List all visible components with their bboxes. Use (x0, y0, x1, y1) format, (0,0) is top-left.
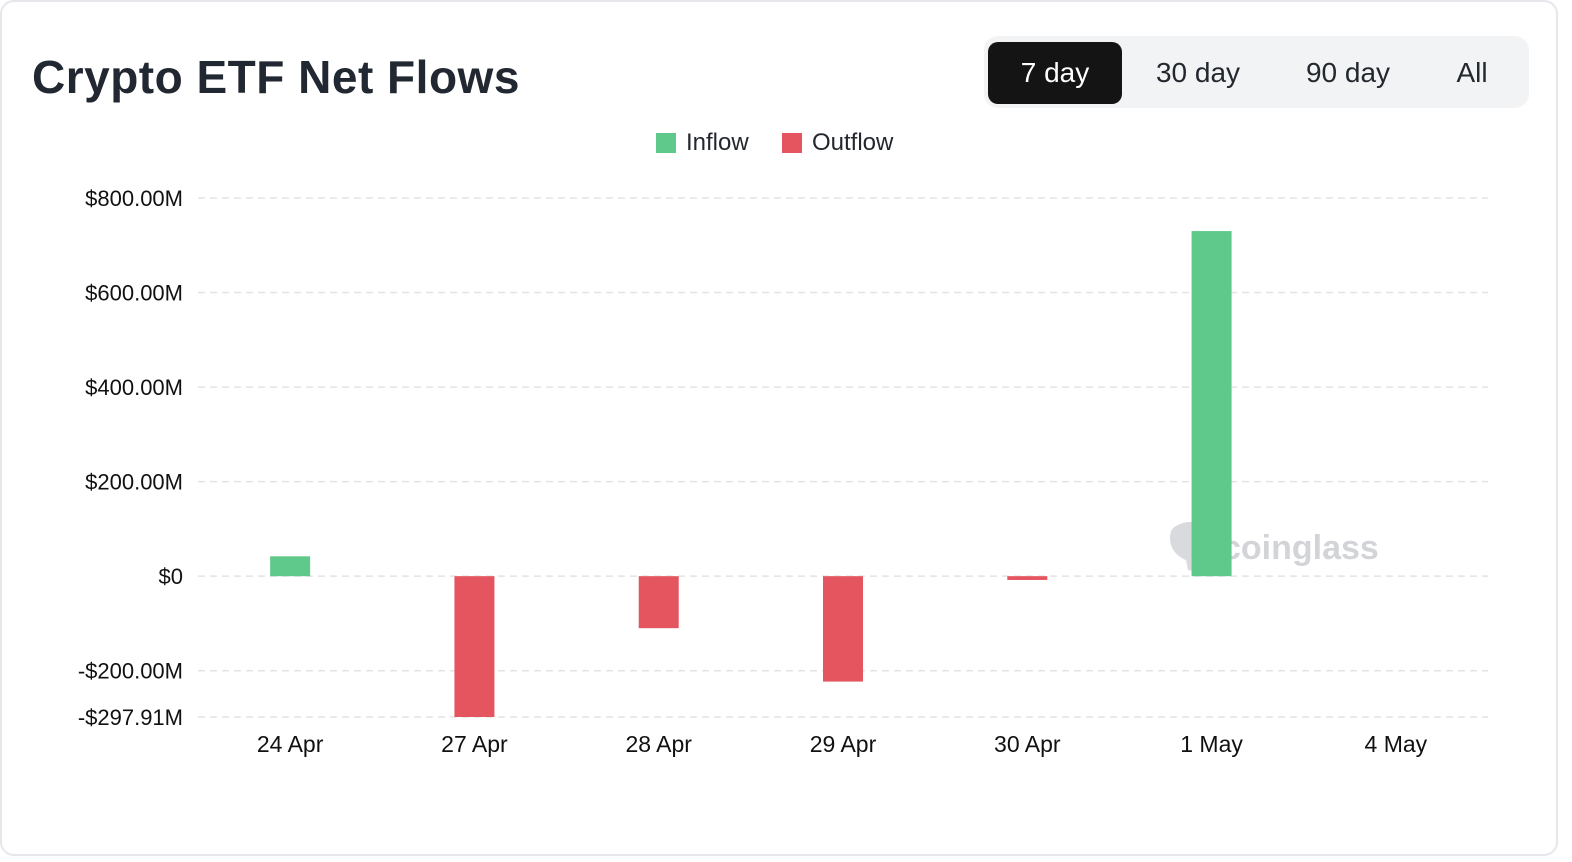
y-tick-label: -$297.91M (78, 705, 183, 730)
bar-28-apr[interactable] (638, 576, 679, 629)
y-tick-label: $200.00M (85, 470, 183, 495)
legend-item-inflow[interactable]: Inflow (656, 128, 749, 158)
inflow-swatch-icon (656, 133, 676, 153)
y-tick-label: $0 (159, 564, 183, 589)
x-tick-label: 28 Apr (625, 731, 692, 757)
x-axis: 24 Apr 27 Apr 28 Apr 29 Apr 30 Apr 1 May 4 May (257, 731, 1428, 757)
x-tick-label: 29 Apr (810, 731, 877, 757)
y-tick-label: $800.00M (85, 186, 183, 211)
bars (270, 231, 1232, 717)
outflow-swatch-icon (782, 133, 802, 153)
grid-lines (198, 197, 1488, 718)
page-title: Crypto ETF Net Flows (32, 51, 520, 103)
watermark-text: coinglass (1222, 529, 1379, 567)
tab-90-day[interactable]: 90 day (1305, 57, 1391, 88)
y-tick-label: $400.00M (85, 375, 183, 400)
bar-24-apr[interactable] (270, 556, 311, 577)
bar-1-may[interactable] (1191, 231, 1232, 577)
legend-item-outflow[interactable]: Outflow (782, 128, 893, 158)
tab-30-day[interactable]: 30 day (1155, 57, 1241, 88)
legend-label-outflow: Outflow (812, 129, 894, 156)
bar-30-apr[interactable] (1007, 576, 1048, 580)
tab-7-day[interactable]: 7 day (988, 42, 1122, 104)
y-tick-label: -$200.00M (78, 659, 183, 684)
y-axis: $800.00M $600.00M $400.00M $200.00M $0 -$200.… (78, 186, 183, 730)
time-range-selector: 7 day 30 day 90 day All (984, 36, 1529, 108)
legend-label-inflow: Inflow (686, 129, 749, 156)
x-tick-label: 4 May (1365, 731, 1428, 757)
x-tick-label: 1 May (1180, 731, 1243, 757)
bar-27-apr[interactable] (454, 576, 495, 717)
y-tick-label: $600.00M (85, 281, 183, 306)
tab-all[interactable]: All (1456, 57, 1488, 88)
x-tick-label: 24 Apr (257, 731, 324, 757)
x-tick-label: 30 Apr (994, 731, 1061, 757)
bar-29-apr[interactable] (823, 576, 863, 682)
x-tick-label: 27 Apr (441, 731, 508, 757)
